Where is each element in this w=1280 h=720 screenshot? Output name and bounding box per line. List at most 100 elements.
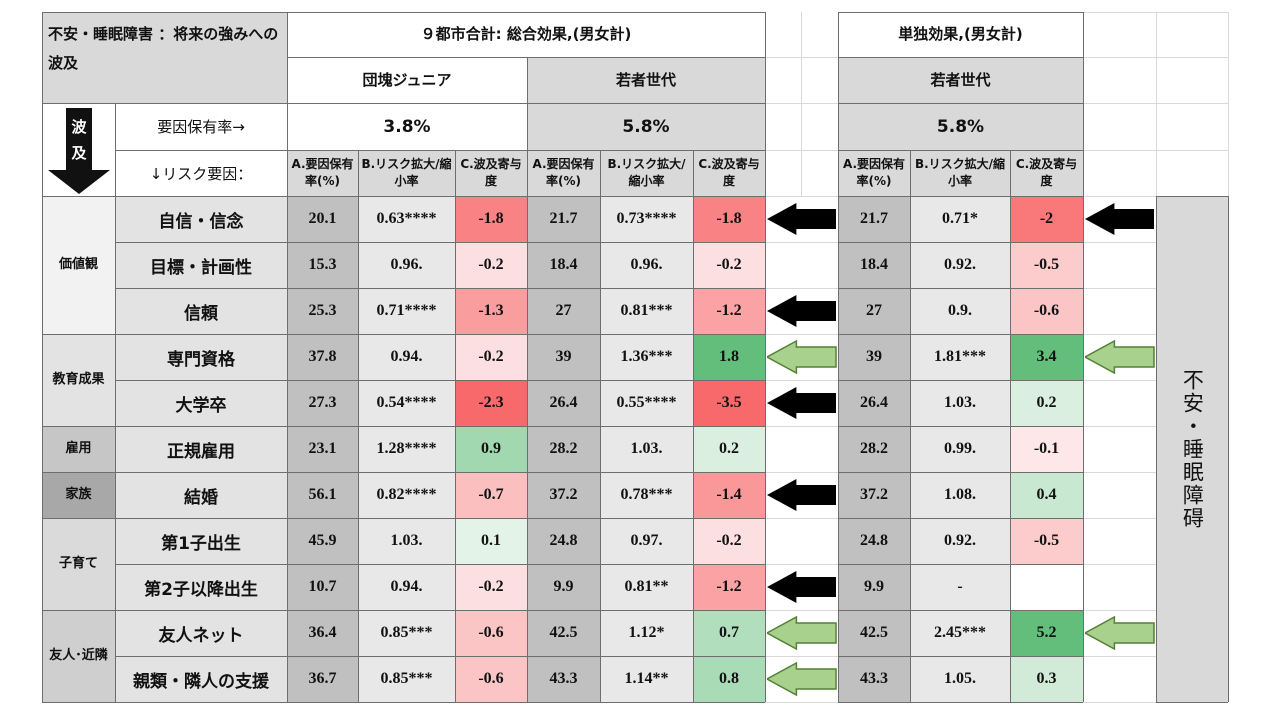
cell-c: -1.4 bbox=[693, 472, 765, 518]
cell-b: 0.96. bbox=[358, 242, 455, 288]
cell-c: -0.2 bbox=[693, 518, 765, 564]
sheet-gridline bbox=[765, 610, 838, 611]
table-border bbox=[838, 12, 839, 702]
sheet-gridline bbox=[765, 656, 838, 657]
cell-a: 18.4 bbox=[527, 242, 600, 288]
arrow-left-solid-icon bbox=[767, 387, 836, 419]
cell-a: 18.4 bbox=[838, 242, 910, 288]
cell-a: 20.1 bbox=[287, 196, 358, 242]
sheet-gridline bbox=[1083, 564, 1156, 565]
sheet-gridline bbox=[765, 57, 838, 58]
cell-c: -1.8 bbox=[455, 196, 527, 242]
table-border bbox=[115, 656, 765, 657]
table-border bbox=[115, 380, 765, 381]
cell-b: 0.85*** bbox=[358, 610, 455, 656]
table-border bbox=[693, 150, 694, 702]
table-border bbox=[42, 610, 765, 611]
sheet-gridline bbox=[765, 103, 838, 104]
colhead-c-single: C.波及寄与度 bbox=[1010, 150, 1083, 196]
cell-c: 3.4 bbox=[1010, 334, 1083, 380]
category-label: 友人･近隣 bbox=[42, 610, 115, 702]
cell-b: 0.92. bbox=[910, 518, 1010, 564]
cell-b: 0.85*** bbox=[358, 656, 455, 702]
sheet-gridline bbox=[765, 288, 838, 289]
sheet-gridline bbox=[1083, 57, 1228, 58]
cell-c: -1.3 bbox=[455, 288, 527, 334]
cell-b: - bbox=[910, 564, 1010, 610]
outcome-border bbox=[1228, 196, 1229, 702]
cell-b: 0.81** bbox=[600, 564, 693, 610]
cell-c: 0.2 bbox=[693, 426, 765, 472]
factor-label: 結婚 bbox=[115, 472, 287, 518]
cell-a: 27.3 bbox=[287, 380, 358, 426]
cell-a: 39 bbox=[527, 334, 600, 380]
sheet-gridline bbox=[1156, 12, 1157, 196]
cell-b: 1.05. bbox=[910, 656, 1010, 702]
table-border bbox=[838, 702, 1083, 703]
arrow-left-solid-icon bbox=[1085, 203, 1154, 235]
sheet-gridline bbox=[765, 380, 838, 381]
category-label: 家族 bbox=[42, 472, 115, 518]
sub-wakamono-single: 若者世代 bbox=[838, 57, 1083, 103]
factor-label: 親類・隣人の支援 bbox=[115, 656, 287, 702]
table-border bbox=[838, 380, 1083, 381]
cell-c: -0.6 bbox=[455, 656, 527, 702]
table-border bbox=[42, 196, 765, 197]
cell-a: 45.9 bbox=[287, 518, 358, 564]
arrow-left-hollow-icon bbox=[767, 662, 837, 696]
outcome-border bbox=[1156, 196, 1157, 702]
cell-c: -0.1 bbox=[1010, 426, 1083, 472]
sheet-gridline bbox=[1228, 12, 1229, 196]
sheet-gridline bbox=[765, 564, 838, 565]
category-label: 教育成果 bbox=[42, 334, 115, 426]
table-border bbox=[527, 57, 528, 702]
rate-wakamono-total: 5.8% bbox=[527, 103, 765, 150]
sheet-gridline bbox=[765, 472, 838, 473]
risk-label: ↓リスク要因： bbox=[149, 164, 253, 183]
cell-b: 0.63**** bbox=[358, 196, 455, 242]
sheet-gridline bbox=[1083, 242, 1156, 243]
cell-a: 43.3 bbox=[527, 656, 600, 702]
category-label: 子育て bbox=[42, 518, 115, 610]
factor-label: 目標・計画性 bbox=[115, 242, 287, 288]
arrow-left-solid-icon bbox=[767, 479, 836, 511]
cell-b: 0.82**** bbox=[358, 472, 455, 518]
cell-a: 9.9 bbox=[527, 564, 600, 610]
rate-wakamono-single: 5.8% bbox=[838, 103, 1083, 150]
cell-c: -2.3 bbox=[455, 380, 527, 426]
colhead-a-single: A.要因保有率(%) bbox=[838, 150, 910, 196]
cell-a: 37.8 bbox=[287, 334, 358, 380]
table-border bbox=[115, 564, 765, 565]
arrow-left-solid-icon bbox=[767, 203, 836, 235]
sheet-gridline bbox=[1083, 196, 1156, 197]
cell-b: 0.99. bbox=[910, 426, 1010, 472]
cell-c: 0.2 bbox=[1010, 380, 1083, 426]
arrow-left-hollow-icon bbox=[1085, 616, 1155, 650]
table-border bbox=[838, 150, 1083, 151]
factor-label: 大学卒 bbox=[115, 380, 287, 426]
cell-a: 42.5 bbox=[527, 610, 600, 656]
cell-b: 2.45*** bbox=[910, 610, 1010, 656]
sheet-gridline bbox=[1083, 103, 1228, 104]
arrow-left-solid-icon bbox=[767, 295, 836, 327]
cell-c: 1.8 bbox=[693, 334, 765, 380]
table-border bbox=[287, 12, 288, 702]
cell-c: 5.2 bbox=[1010, 610, 1083, 656]
table-border bbox=[838, 57, 1083, 58]
table-border bbox=[42, 12, 43, 702]
table-border bbox=[838, 334, 1083, 335]
sheet-gridline bbox=[765, 426, 838, 427]
table-border bbox=[838, 426, 1083, 427]
cell-a: 56.1 bbox=[287, 472, 358, 518]
sheet-gridline bbox=[1083, 150, 1228, 151]
sheet-gridline bbox=[765, 196, 838, 197]
table-border bbox=[838, 103, 1083, 104]
down-arrow-icon: 波 及 bbox=[47, 107, 110, 194]
sub-dankai: 団塊ジュニア bbox=[362, 70, 452, 89]
cell-c: -0.2 bbox=[455, 334, 527, 380]
sheet-gridline bbox=[1083, 288, 1156, 289]
colhead-c-wakamono: C.波及寄与度 bbox=[693, 150, 765, 196]
cell-c: -0.2 bbox=[693, 242, 765, 288]
sheet-gridline bbox=[1083, 334, 1156, 335]
